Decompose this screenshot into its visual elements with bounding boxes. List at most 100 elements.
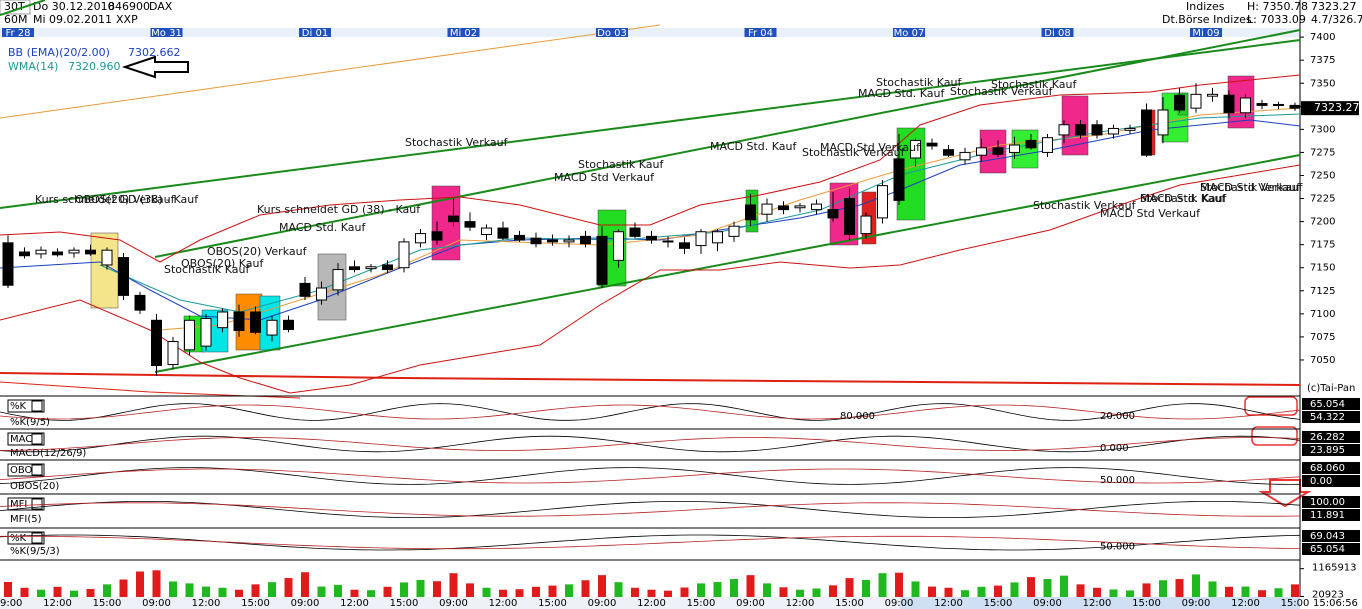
x-tick-label: 15:00 [687,598,716,609]
candle-body [910,139,921,159]
value-box [1302,530,1360,542]
candle-body [1240,97,1251,114]
annotation: Stochastik Kauf [578,158,664,171]
volume-bar [680,587,689,597]
candle-body [200,317,212,347]
value-box [1302,431,1360,443]
volume-bar [416,580,425,597]
indicator-line [0,535,1301,550]
header-exchange: XXP [116,13,138,26]
x-tick-label: 15:00 [984,598,1013,609]
volume-bar [812,588,821,597]
header-code: 846900 [108,0,150,13]
candle-body [712,231,723,244]
x-tick-label: 15:00 [835,598,864,609]
day-label: Fr 04 [748,28,773,39]
panel-label: %K(9/5/3) [10,546,60,557]
day-label: Di 08 [1044,28,1070,39]
wma-label: WMA(14) [8,60,58,73]
candle-body [679,242,690,249]
x-tick-label: 12:00 [192,598,221,609]
volume-bar [697,583,705,597]
volume-bar [631,587,639,597]
trend-line [0,24,661,119]
day-tag [447,28,480,37]
candle-body [695,231,707,247]
volume-bar [664,590,672,597]
time-strip-highlight [900,597,1300,609]
value-box [1302,475,1360,487]
annotation: Stochastik Verkauf [1200,181,1304,194]
annotation: MACD Std. Kauf [279,221,366,234]
volume-bar [317,586,326,597]
annotation: Stochastik Verkauf [1033,199,1137,212]
value-box [1302,398,1360,410]
candle-body [860,215,872,235]
volume-bar [86,588,95,597]
candle-body [415,233,426,244]
candle-body [1042,137,1053,153]
candle-body [19,251,30,257]
panel-name: MFI [10,499,27,510]
volume-bar [565,584,573,597]
x-tick-label: 09:00 [1182,598,1211,609]
y-tick-label: 7100 [1310,309,1335,320]
volume-bar [763,583,771,597]
candle-body [778,205,789,211]
value-label: 65.054 [1310,399,1345,410]
candle-body [596,235,608,285]
panel-name: MACD [10,434,40,445]
candle-body [497,227,509,239]
annotation: Stochastik Kauf [991,78,1077,91]
volume-bar [1010,582,1019,597]
volume-bar [1192,574,1200,597]
volume-bar [4,581,12,597]
candle-body [877,185,888,219]
candle-body [431,231,443,241]
y-tick-label: 7175 [1310,240,1335,251]
volume-bar [70,590,78,597]
candle-body [827,209,839,219]
volume-bar [779,587,788,597]
value-label: 68.060 [1310,463,1345,474]
annotation: Stochastik Verkauf [950,85,1054,98]
volume-bar [713,581,722,597]
candle-body [992,147,1004,155]
day-strip [0,28,1300,37]
volume-bar [53,586,62,597]
candle-body [349,266,360,271]
header-group: Indizes [1186,0,1225,13]
volume-bar [515,589,524,597]
x-tick-label: 09:00 [1033,598,1062,609]
candle-body [1273,103,1284,106]
annotation: Kurs schneidet GD (38) - Kauf [35,193,199,206]
candle-body [1207,93,1218,97]
last-price-box [1301,101,1359,116]
candle-body [266,319,278,336]
candle-body [514,234,525,241]
day-label: Mi 02 [450,28,477,39]
volume-bar [994,585,1002,597]
value-box [1302,496,1360,508]
y-tick-label: 7250 [1310,170,1335,181]
candle-body [365,266,377,270]
candle-body [250,311,261,333]
value-label: 100.00 [1310,497,1345,508]
value-label: 65.054 [1310,544,1345,555]
annotation: Stochastik Kauf [876,76,962,89]
signal-box [90,232,119,309]
candle-body [1157,109,1169,136]
annotation: Stochastik Kauf [1140,192,1226,205]
wma-value: 7320.960 [68,60,121,73]
value-label: 54.322 [1310,412,1345,423]
annotation: Kurs schneidet GD (38) - Kauf [257,203,421,216]
x-tick-label: 12:00 [43,598,72,609]
day-tag [596,28,628,37]
volume-bar [614,582,623,597]
annotation: MACD Std. Kauf [858,87,945,100]
candle-body [151,319,162,366]
x-tick-label: 12:00 [340,598,369,609]
volume-bar [1027,577,1035,597]
candle-body [2,242,14,286]
candle-body [1058,124,1070,136]
